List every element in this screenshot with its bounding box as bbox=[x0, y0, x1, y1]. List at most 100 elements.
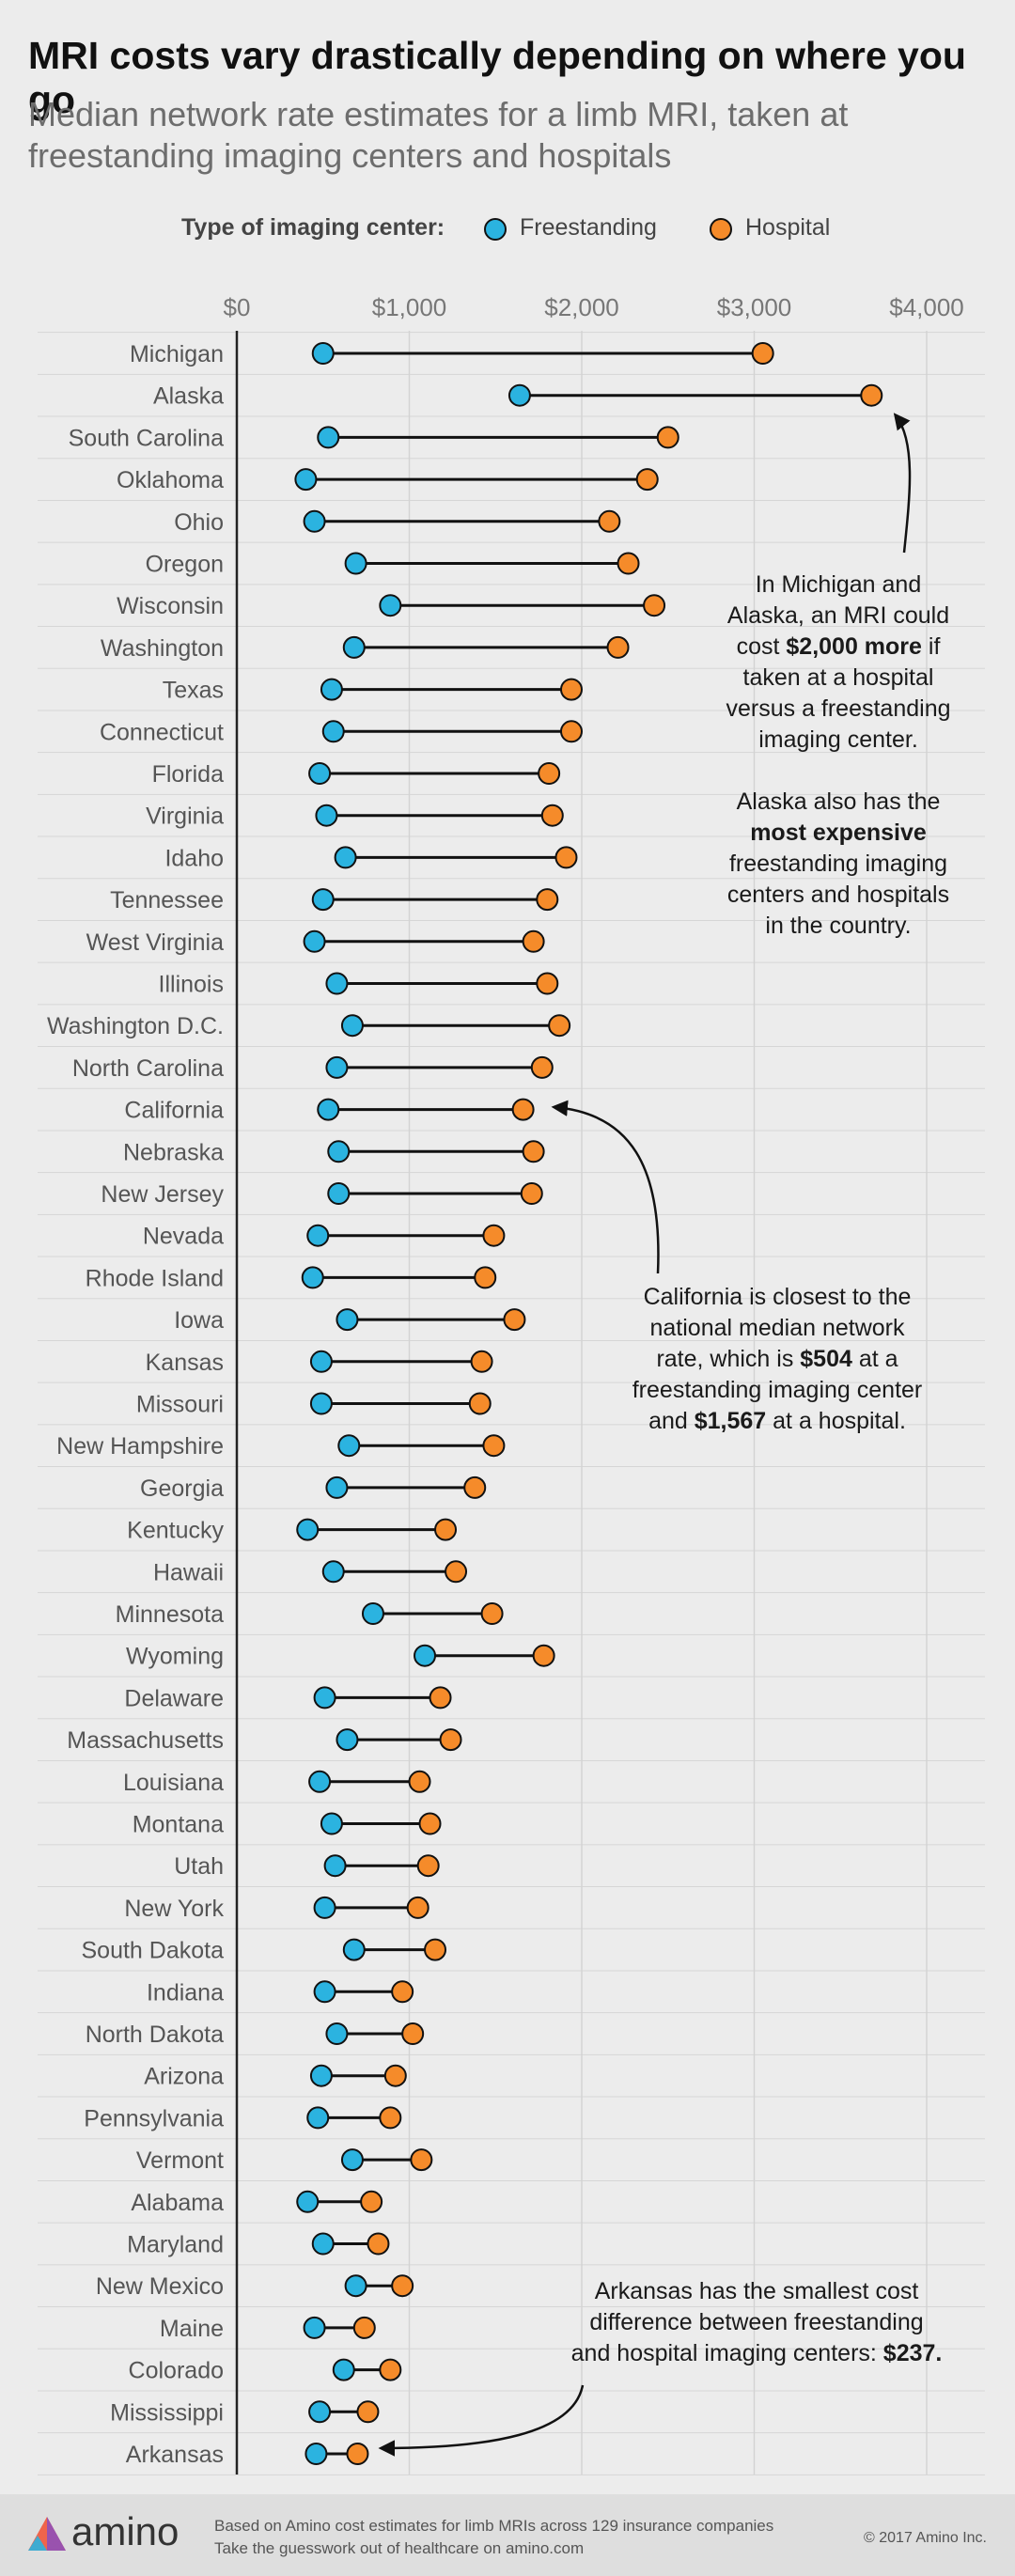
california-arrow bbox=[551, 1100, 660, 1274]
page-subtitle: Median network rate estimates for a limb… bbox=[28, 95, 849, 175]
freestanding-point bbox=[296, 1518, 320, 1541]
hospital-point bbox=[482, 1434, 506, 1458]
hospital-point bbox=[860, 383, 883, 407]
freestanding-point bbox=[306, 1224, 330, 1247]
category-label: Florida bbox=[152, 761, 225, 788]
category-label: Oregon bbox=[146, 552, 224, 578]
freestanding-point bbox=[323, 1854, 347, 1878]
hospital-point bbox=[530, 1055, 554, 1079]
category-label: Pennsylvania bbox=[84, 2105, 224, 2131]
annotation-line: In Michigan and bbox=[755, 571, 922, 598]
annotation-line: California is closest to the bbox=[643, 1284, 912, 1310]
hospital-point bbox=[751, 342, 774, 365]
hospital-point bbox=[503, 1308, 526, 1332]
legend-freestanding-swatch bbox=[484, 218, 507, 241]
annotation-line: imaging center. bbox=[758, 726, 918, 753]
page-title: MRI costs vary drastically depending on … bbox=[28, 34, 966, 121]
freestanding-point bbox=[320, 678, 343, 701]
annotation-line: Alaska, an MRI could bbox=[726, 602, 950, 629]
category-label: South Carolina bbox=[69, 425, 224, 451]
freestanding-point bbox=[334, 846, 357, 869]
annotation-arrows bbox=[378, 413, 912, 2457]
annotation-line: and $1,567 at a hospital. bbox=[648, 1408, 906, 1434]
grid-layer bbox=[38, 331, 985, 2475]
legend-freestanding-label: Freestanding bbox=[520, 214, 657, 241]
category-label: New Jersey bbox=[101, 1181, 224, 1208]
category-label: Arizona bbox=[144, 2064, 224, 2090]
hospital-point bbox=[482, 1224, 506, 1247]
category-label: Iowa bbox=[174, 1307, 224, 1334]
freestanding-point bbox=[342, 635, 366, 659]
freestanding-point bbox=[313, 1896, 336, 1919]
hospital-point bbox=[406, 1896, 429, 1919]
category-label: Utah bbox=[174, 1853, 224, 1880]
freestanding-point bbox=[325, 972, 349, 995]
hospital-point bbox=[463, 1475, 487, 1499]
category-label: California bbox=[124, 1098, 224, 1124]
category-label: Georgia bbox=[140, 1475, 224, 1502]
annotation-michigan-alaska: In Michigan and Alaska, an MRI could cost … bbox=[688, 570, 989, 942]
annotation-line: freestanding imaging center bbox=[632, 1377, 923, 1403]
freestanding-point bbox=[340, 1014, 364, 1038]
annotation-line: rate, which is $504 at a bbox=[656, 1346, 898, 1372]
amino-logo-icon bbox=[28, 2517, 66, 2551]
freestanding-point bbox=[313, 1980, 336, 2004]
annotation-line: centers and hospitals bbox=[726, 882, 950, 908]
annotation-line: in the country. bbox=[765, 913, 912, 939]
category-label: Texas bbox=[163, 678, 224, 704]
category-label: Hawaii bbox=[153, 1559, 224, 1585]
hospital-point bbox=[352, 2316, 376, 2339]
freestanding-point bbox=[340, 2148, 364, 2172]
category-label: Connecticut bbox=[100, 719, 224, 745]
freestanding-point bbox=[320, 1812, 343, 1835]
freestanding-point bbox=[414, 1644, 437, 1667]
annotation-line: cost $2,000 more if bbox=[736, 633, 941, 660]
category-label: Minnesota bbox=[116, 1601, 224, 1628]
tick-layer: $0 $1,000 $2,000 $3,000 $4,000 bbox=[224, 293, 964, 321]
freestanding-point bbox=[342, 1938, 366, 1961]
dumbbell-chart: $0 $1,000 $2,000 $3,000 $4,000 Michigan Alask… bbox=[38, 293, 985, 2475]
freestanding-point bbox=[304, 2443, 328, 2465]
category-label: Indiana bbox=[147, 1979, 224, 2006]
hospital-point bbox=[360, 2190, 383, 2213]
legend: Type of imaging center: Freestanding Hos… bbox=[0, 212, 1015, 250]
freestanding-point bbox=[344, 2274, 367, 2298]
hospital-point bbox=[401, 2022, 425, 2045]
category-label: New Hampshire bbox=[56, 1433, 224, 1460]
category-label: Delaware bbox=[124, 1685, 224, 1711]
category-label: New Mexico bbox=[96, 2273, 224, 2300]
amino-logo-text: amino bbox=[71, 2509, 180, 2553]
category-label: Maine bbox=[160, 2316, 224, 2342]
category-label: Montana bbox=[133, 1812, 224, 1838]
category-label: Maryland bbox=[127, 2232, 224, 2258]
hospital-point bbox=[379, 2106, 402, 2130]
freestanding-point bbox=[308, 2400, 332, 2424]
freestanding-point bbox=[325, 1055, 349, 1079]
hospital-point bbox=[468, 1392, 492, 1415]
hospital-point bbox=[540, 804, 564, 827]
mark-layer bbox=[294, 342, 883, 2465]
freestanding-point bbox=[344, 552, 367, 575]
category-label: South Dakota bbox=[82, 1938, 225, 1964]
hospital-point bbox=[532, 1644, 555, 1667]
legend-title: Type of imaging center: bbox=[181, 214, 445, 241]
annotation-california: California is closest to the national med… bbox=[566, 1282, 989, 1437]
freestanding-point bbox=[317, 426, 340, 449]
hospital-point bbox=[424, 1938, 447, 1961]
category-label: Louisiana bbox=[123, 1770, 224, 1796]
freestanding-point bbox=[301, 1266, 324, 1289]
freestanding-point bbox=[336, 1308, 359, 1332]
category-label-layer: Michigan Alaska South Carolina Oklahoma Ohio… bbox=[47, 341, 225, 2468]
freestanding-point bbox=[309, 1392, 333, 1415]
hospital-point bbox=[383, 2064, 407, 2087]
category-label: North Carolina bbox=[72, 1055, 224, 1082]
hospital-point bbox=[356, 2400, 380, 2424]
hospital-point bbox=[598, 509, 621, 533]
hospital-point bbox=[559, 720, 583, 743]
footer-copyright: © 2017 Amino Inc. bbox=[864, 2530, 987, 2546]
category-label: North Dakota bbox=[86, 2022, 224, 2048]
arkansas-arrow bbox=[378, 2384, 585, 2457]
hospital-point bbox=[391, 2274, 414, 2298]
category-label: Wyoming bbox=[126, 1644, 224, 1670]
hospital-point bbox=[480, 1602, 504, 1625]
